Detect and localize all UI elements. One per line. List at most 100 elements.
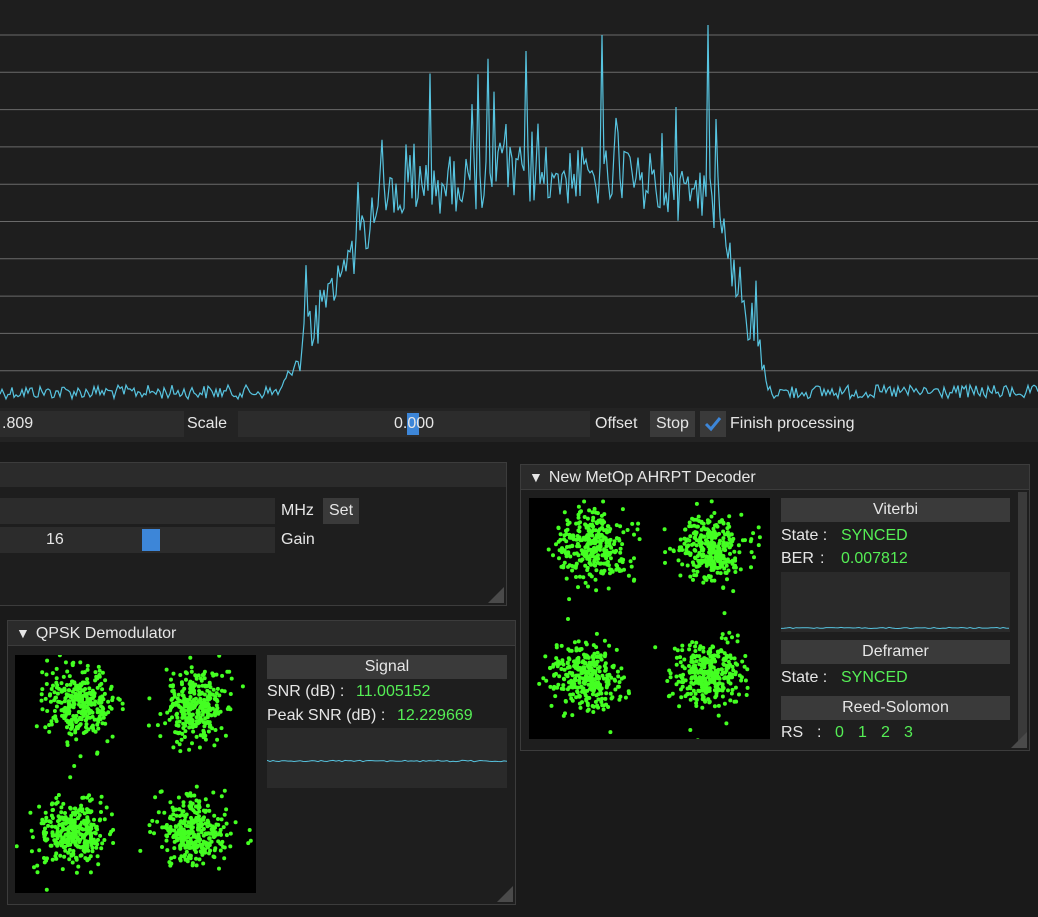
constellation-point: [725, 577, 729, 582]
fft-spectrum-plot[interactable]: [0, 0, 1038, 408]
constellation-point: [224, 833, 229, 838]
constellation-point: [567, 680, 571, 685]
constellation-point: [563, 551, 568, 556]
rs-value-0: 0: [835, 724, 844, 741]
constellation-point: [183, 729, 188, 734]
constellation-point: [708, 647, 713, 652]
constellation-point: [68, 695, 73, 700]
collapse-triangle-icon[interactable]: ▼: [529, 469, 543, 485]
constellation-point: [621, 530, 626, 535]
constellation-point: [200, 842, 205, 847]
constellation-point: [185, 716, 190, 721]
constellation-point: [576, 639, 581, 644]
constellation-point: [64, 718, 69, 723]
constellation-point: [181, 800, 186, 805]
constellation-point: [188, 683, 193, 688]
constellation-point: [567, 597, 572, 602]
constellation-point: [39, 821, 44, 826]
constellation-point: [582, 551, 587, 556]
fft-min-field[interactable]: .809: [0, 411, 184, 437]
constellation-point: [155, 723, 160, 728]
resize-grip-icon[interactable]: [1011, 732, 1027, 748]
constellation-point: [173, 824, 178, 829]
resize-grip-icon[interactable]: [488, 587, 504, 603]
constellation-point: [169, 861, 174, 866]
constellation-point: [614, 647, 619, 652]
constellation-point: [687, 664, 691, 668]
constellation-point: [709, 499, 714, 504]
constellation-point: [562, 560, 567, 565]
constellation-point: [688, 574, 693, 579]
resize-grip-icon[interactable]: [497, 886, 513, 902]
constellation-point: [600, 703, 605, 708]
constellation-point: [44, 815, 49, 820]
constellation-point: [44, 682, 49, 686]
collapse-triangle-icon[interactable]: ▼: [16, 625, 30, 641]
spectrum-grid: [0, 34, 1038, 372]
constellation-point: [608, 691, 613, 696]
constellation-point: [751, 531, 756, 536]
viterbi-state-value: SYNCED: [841, 527, 908, 544]
constellation-point: [50, 671, 55, 676]
constellation-point: [592, 541, 597, 546]
constellation-point: [692, 670, 697, 675]
constellation-point: [716, 703, 721, 708]
constellation-point: [184, 849, 189, 854]
constellation-point: [54, 801, 58, 806]
constellation-point: [160, 845, 164, 849]
constellation-point: [563, 699, 568, 704]
constellation-point: [47, 693, 52, 698]
constellation-point: [100, 705, 105, 710]
constellation-point: [678, 673, 683, 678]
decoder-constellation-plot: [529, 498, 770, 739]
constellation-point: [713, 531, 718, 536]
constellation-point: [181, 803, 186, 808]
set-frequency-button[interactable]: Set: [323, 498, 360, 524]
constellation-point: [679, 545, 684, 550]
constellation-point: [222, 812, 227, 817]
constellation-point: [86, 856, 91, 861]
constellation-point: [722, 548, 727, 553]
constellation-point: [205, 688, 210, 693]
constellation-point: [736, 543, 741, 548]
constellation-point: [206, 702, 211, 707]
constellation-point: [590, 692, 595, 697]
frequency-input[interactable]: [0, 498, 275, 524]
constellation-point: [593, 682, 598, 686]
constellation-point: [730, 675, 735, 680]
constellation-point: [191, 729, 196, 734]
constellation-point: [578, 705, 583, 710]
constellation-point: [215, 686, 220, 691]
constellation-point: [49, 802, 54, 807]
constellation-point: [111, 841, 116, 845]
constellation-point: [180, 689, 185, 694]
gain-slider-grab[interactable]: [142, 529, 160, 551]
offset-slider-grab[interactable]: [407, 413, 419, 435]
offset-slider[interactable]: 0.000: [238, 411, 590, 437]
constellation-point: [152, 831, 156, 836]
constellation-point: [601, 499, 606, 504]
constellation-point: [89, 834, 94, 839]
decoder-titlebar[interactable]: ▼ New MetOp AHRPT Decoder: [521, 465, 1029, 490]
constellation-point: [79, 709, 84, 714]
qpsk-titlebar[interactable]: ▼ QPSK Demodulator: [8, 621, 515, 646]
constellation-point: [69, 852, 74, 857]
constellation-point: [697, 551, 702, 555]
constellation-point: [577, 525, 582, 530]
constellation-point: [200, 712, 205, 717]
constellation-point: [607, 529, 612, 534]
gain-slider[interactable]: 16: [0, 527, 275, 553]
finish-processing-checkbox[interactable]: [700, 411, 726, 437]
constellation-point: [188, 716, 193, 721]
constellation-point: [579, 558, 584, 563]
constellation-point: [50, 816, 55, 820]
constellation-point: [606, 586, 611, 591]
decoder-scrollbar[interactable]: [1018, 492, 1027, 742]
constellation-point: [702, 697, 707, 702]
stop-button[interactable]: Stop: [650, 411, 695, 437]
constellation-point: [697, 539, 702, 544]
constellation-point: [569, 671, 574, 676]
constellation-point: [619, 568, 624, 573]
constellation-point: [72, 702, 77, 707]
constellation-point: [57, 822, 62, 827]
